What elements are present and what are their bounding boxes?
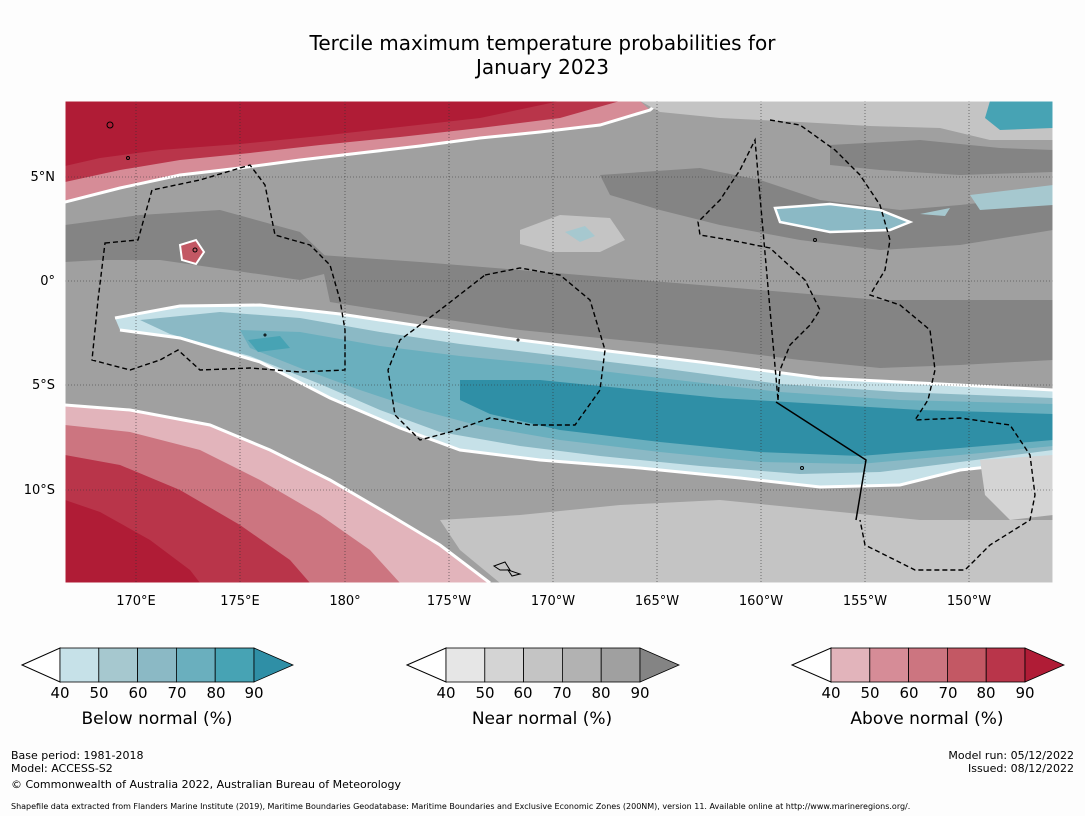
colorbar-below-tick: 50 [89, 684, 109, 702]
colorbar-below-swatch [98, 647, 139, 683]
lat-label-10s: 10°S [23, 483, 55, 498]
below-normal-tongue-core [460, 380, 1053, 456]
footer-model-run: Model run: 05/12/2022 [948, 749, 1074, 762]
footer-shapefile-credit: Shapefile data extracted from Flanders M… [11, 802, 911, 811]
colorbar-near-tick: 60 [513, 684, 533, 702]
colorbar-above-swatch [908, 647, 948, 683]
colorbar-below-tick: 70 [167, 684, 187, 702]
small-red-dot-outline [178, 238, 206, 266]
colorbar-below-swatch [59, 647, 100, 683]
colorbar-below-tick: 60 [128, 684, 148, 702]
colorbar-below-swatch [175, 647, 216, 683]
graticule [65, 101, 1053, 583]
eez-boundaries [91, 119, 1036, 571]
colorbar-above-tick: 60 [899, 684, 919, 702]
maritime-boundary-solid [775, 401, 867, 521]
colorbar-above-swatch [869, 647, 909, 683]
southeast-light-patch [980, 455, 1053, 520]
footer-issued: Issued: 08/12/2022 [967, 762, 1074, 775]
small-red-dot [180, 240, 204, 264]
colorbar-near-tick: 40 [436, 684, 456, 702]
white-contour-east-north [773, 202, 914, 234]
colorbar-above-swatch [830, 647, 871, 683]
title-line-2: January 2023 [475, 55, 610, 79]
west-gray-patch [65, 210, 340, 280]
below-tongue-white-contour [114, 303, 1053, 489]
colorbar-near-swatch [484, 647, 524, 683]
chart-title: Tercile maximum temperature probabilitie… [0, 31, 1085, 79]
colorbar-above-tick: 90 [1015, 684, 1035, 702]
lon-label-170e: 170°E [116, 594, 156, 609]
colorbar-below-tick: 90 [244, 684, 264, 702]
eez-boundary-east [697, 119, 1036, 571]
colorbar-near-title: Near normal (%) [471, 709, 613, 729]
map-area [65, 101, 1053, 583]
lon-label-150w: 150°W [946, 594, 992, 609]
north-above-normal-peak [65, 101, 560, 166]
colorbar-above-swatches [830, 647, 1066, 683]
colorbar-near-tick: 90 [630, 684, 650, 702]
colorbar-below-swatch [214, 647, 255, 683]
colorbar-above-tick: 40 [821, 684, 841, 702]
footer-model: Model: ACCESS-S2 [11, 762, 113, 775]
colorbar-below-swatch [137, 647, 177, 683]
lat-label-5s: 5°S [31, 378, 55, 393]
below-patch-170w [565, 226, 595, 242]
colorbar-below-low-arrow [20, 647, 61, 683]
colorbar-near-swatch [562, 647, 602, 683]
lon-label-160w: 160°W [738, 594, 784, 609]
colorbar-near-high-arrow [639, 647, 681, 683]
colorbar-below-tick: 40 [50, 684, 70, 702]
east-below-patch [970, 185, 1053, 210]
western-dark-band [320, 255, 1053, 368]
north-light-gray-patch [640, 101, 1053, 140]
colorbar-below-tick: 80 [206, 684, 226, 702]
south-white-contour [65, 403, 491, 583]
northeast-below-patch [985, 101, 1053, 130]
title-line-1: Tercile maximum temperature probabilitie… [309, 31, 776, 55]
colorbar-near [405, 647, 681, 683]
colorbar-above-tick: 50 [860, 684, 880, 702]
eez-boundary-west [91, 164, 346, 373]
colorbar-above-high-arrow [1024, 647, 1066, 683]
colorbar-near-tick: 80 [591, 684, 611, 702]
colorbar-near-swatch [600, 647, 641, 683]
colorbar-below-high-arrow [253, 647, 295, 683]
lon-label-170w: 170°W [530, 594, 576, 609]
lon-label-175w: 175°W [426, 594, 472, 609]
colorbar-above-tick: 80 [976, 684, 996, 702]
south-above-normal-peak [65, 500, 200, 583]
colorbar-above [790, 647, 1066, 683]
below-patch-west-core [248, 336, 290, 352]
colorbar-below [20, 647, 295, 683]
colorbar-below-title: Below normal (%) [81, 709, 233, 729]
colorbar-above-swatch [947, 647, 987, 683]
central-north-below-patch [775, 204, 910, 232]
footer-copyright: © Commonwealth of Australia 2022, Austra… [11, 778, 401, 791]
colorbar-near-swatch [445, 647, 486, 683]
colorbar-near-tick: 50 [475, 684, 495, 702]
lon-label-175e: 175°E [220, 594, 260, 609]
colorbar-near-low-arrow [405, 647, 447, 683]
eez-boundary-central [387, 267, 606, 441]
colorbar-above-tick: 70 [938, 684, 958, 702]
colorbar-near-swatch [523, 647, 563, 683]
colorbar-near-tick: 70 [552, 684, 572, 702]
lat-label-0: 0° [40, 274, 55, 289]
footer-base-period: Base period: 1981-2018 [11, 749, 144, 762]
east-below-fleck [920, 208, 950, 216]
darker-gray-north-strip [830, 140, 1053, 175]
lon-label-180: 180° [329, 594, 361, 609]
colorbar-near-swatches [445, 647, 681, 683]
colorbar-above-swatch [985, 647, 1026, 683]
lat-label-5n: 5°N [30, 170, 56, 185]
colorbar-above-low-arrow [790, 647, 832, 683]
lon-label-165w: 165°W [634, 594, 680, 609]
colorbar-below-swatches [59, 647, 295, 683]
islands [106, 121, 817, 577]
lon-label-155w: 155°W [842, 594, 888, 609]
colorbar-above-title: Above normal (%) [850, 709, 1004, 729]
